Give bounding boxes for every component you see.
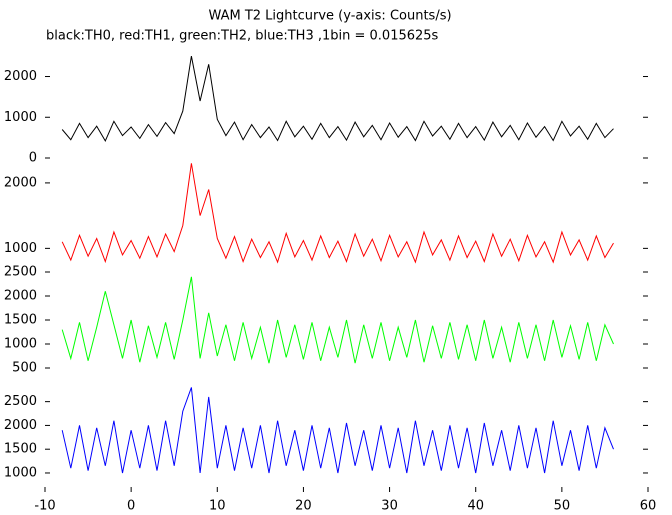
y-tick-label: 2000 — [4, 289, 37, 304]
x-tick-label: 40 — [467, 499, 484, 514]
lightcurve — [61, 56, 614, 142]
y-tick-label: 2000 — [4, 69, 37, 84]
y-tick-label: 2500 — [4, 394, 37, 409]
lightcurve — [61, 276, 614, 364]
chart-title: WAM T2 Lightcurve (y-axis: Counts/s) — [208, 9, 451, 24]
x-tick-label: 20 — [295, 499, 312, 514]
y-tick-label: 0 — [29, 151, 37, 166]
lightcurve — [61, 387, 614, 474]
y-tick-label: 1000 — [4, 337, 37, 352]
y-tick-label: 1000 — [4, 465, 37, 480]
y-tick-label: 1000 — [4, 110, 37, 125]
x-tick-label: 30 — [381, 499, 398, 514]
y-tick-label: 500 — [12, 361, 37, 376]
x-tick-label: 10 — [209, 499, 226, 514]
x-tick-label: 60 — [640, 499, 657, 514]
chart-subtitle: black:TH0, red:TH1, green:TH2, blue:TH3 … — [46, 29, 439, 44]
y-tick-label: 2500 — [4, 265, 37, 280]
x-tick-label: -10 — [34, 499, 55, 514]
y-tick-label: 1000 — [4, 241, 37, 256]
x-tick-label: 50 — [554, 499, 571, 514]
y-tick-label: 1500 — [4, 313, 37, 328]
x-tick-label: 0 — [127, 499, 135, 514]
lightcurve — [61, 163, 614, 264]
y-tick-label: 2000 — [4, 175, 37, 190]
y-tick-label: 1500 — [4, 442, 37, 457]
y-tick-label: 2000 — [4, 418, 37, 433]
